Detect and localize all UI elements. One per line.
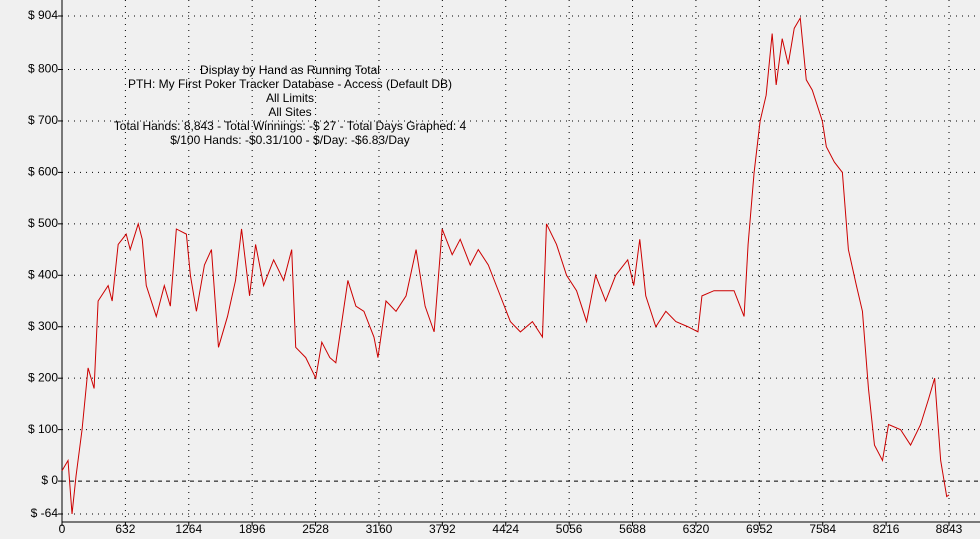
x-tick-label: 7584	[809, 522, 836, 536]
y-tick-label: $ 700	[28, 113, 58, 127]
x-tick-label: 3792	[429, 522, 456, 536]
annotation: All Limits	[266, 91, 314, 105]
x-tick-label: 0	[59, 522, 66, 536]
y-tick-label: $ 500	[28, 216, 58, 230]
x-tick-label: 3160	[366, 522, 393, 536]
x-tick-label: 5688	[619, 522, 646, 536]
line-series	[61, 16, 950, 515]
x-tick-label: 1896	[239, 522, 266, 536]
annotation: All Sites	[268, 105, 311, 119]
y-tick-label: $ -64	[31, 506, 59, 520]
annotation: $/100 Hands: -$0.31/100 - $/Day: -$6.83/…	[170, 133, 409, 147]
annotation: Total Hands: 8,843 - Total Winnings: -$ …	[114, 119, 467, 133]
x-tick-label: 6320	[683, 522, 710, 536]
x-tick-label: 4424	[492, 522, 519, 536]
y-tick-label: $ 0	[41, 473, 58, 487]
y-tick-label: $ 800	[28, 62, 58, 76]
y-tick-label: $ 300	[28, 319, 58, 333]
x-tick-label: 5056	[556, 522, 583, 536]
y-tick-label: $ 200	[28, 370, 58, 384]
y-tick-label: $ 100	[28, 422, 58, 436]
x-tick-label: 6952	[746, 522, 773, 536]
x-tick-label: 1264	[175, 522, 202, 536]
x-tick-label: 8216	[873, 522, 900, 536]
y-tick-label: $ 600	[28, 165, 58, 179]
x-tick-label: 2528	[302, 522, 329, 536]
x-tick-label: 632	[115, 522, 135, 536]
annotation: PTH: My First Poker Tracker Database - A…	[128, 77, 452, 91]
annotation: Display by Hand as Running Total	[200, 63, 380, 77]
y-tick-label: $ 400	[28, 267, 58, 281]
y-tick-label: $ 904	[28, 8, 58, 22]
x-tick-label: 8843	[936, 522, 963, 536]
